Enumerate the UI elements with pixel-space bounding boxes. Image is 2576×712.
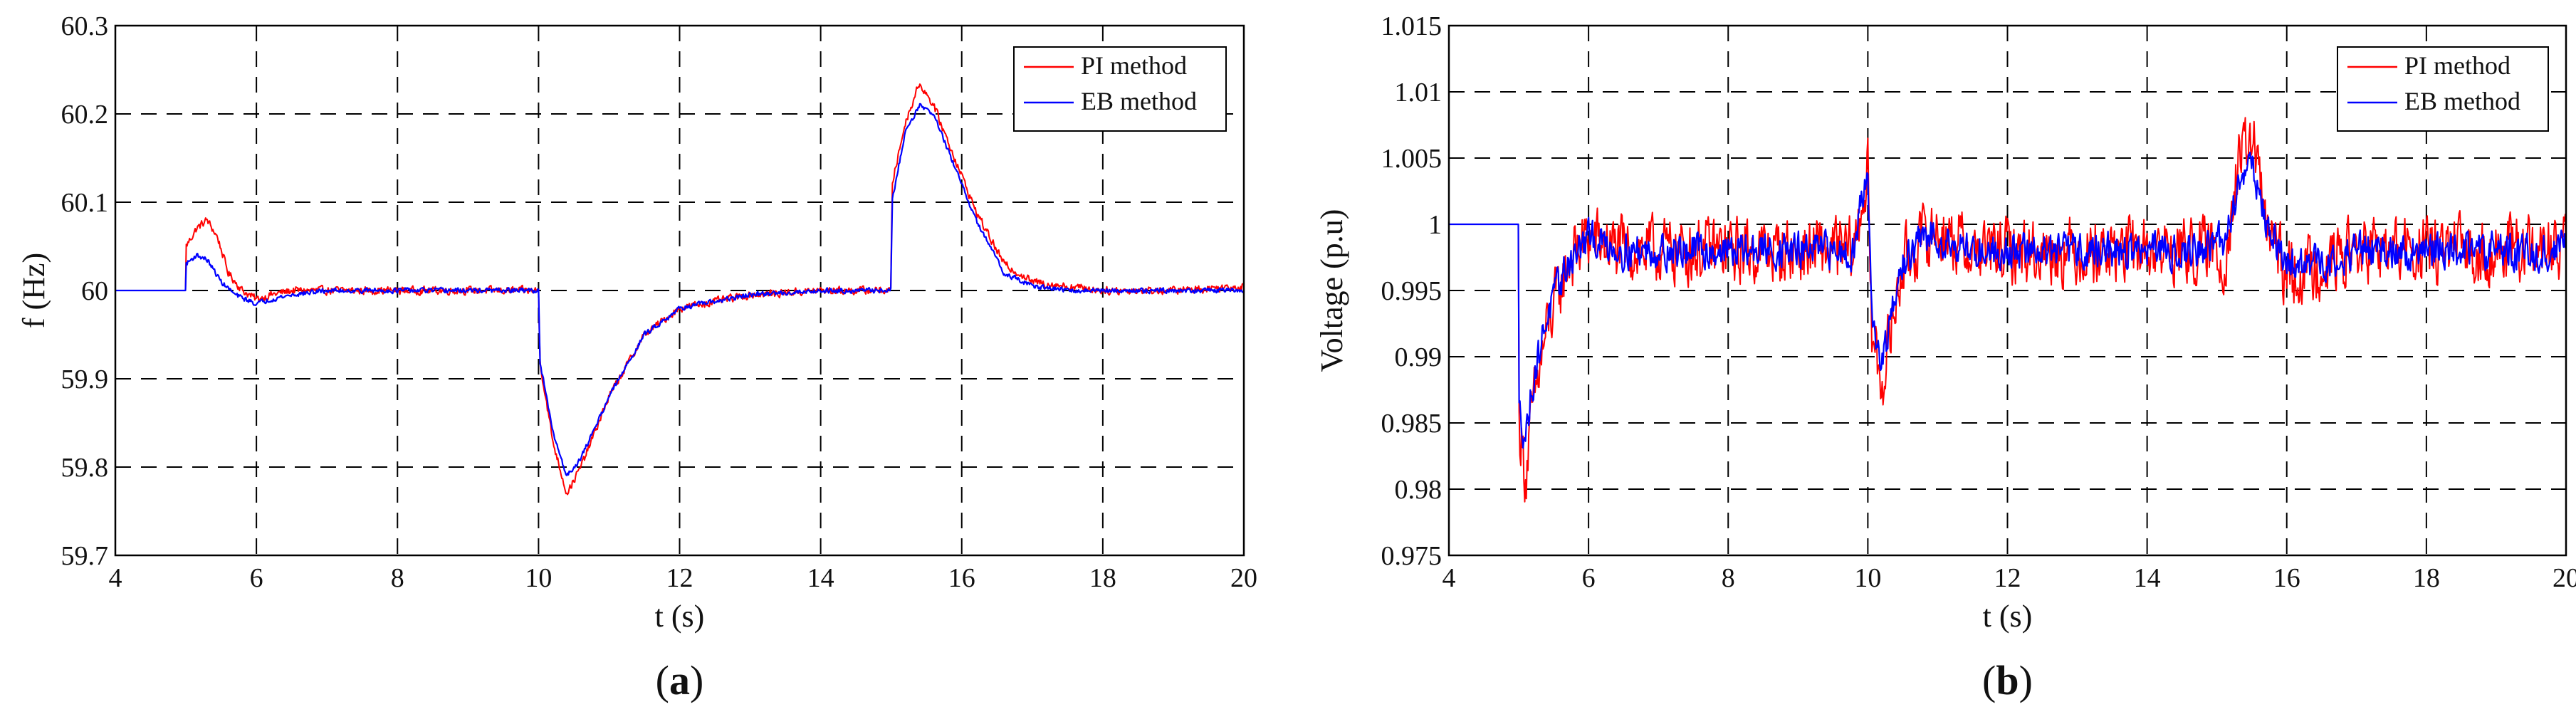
- x-tick-label: 12: [1994, 563, 2021, 593]
- series-line-eb-method: [115, 103, 1245, 476]
- y-tick-label: 59.7: [61, 541, 109, 571]
- x-tick-label: 10: [525, 563, 552, 593]
- x-tick-label: 20: [1230, 563, 1257, 593]
- x-tick-label: 20: [2553, 563, 2576, 593]
- y-tick-label: 1: [1428, 210, 1442, 240]
- chart-panel-b: 4 6 8 10 12 14 16 18 20 0.975 0.98 0.985 0.99 0.995 1 1…: [1314, 11, 2576, 703]
- caption-letter-a: a: [669, 657, 690, 703]
- y-tick-label: 60.2: [61, 100, 109, 130]
- legend-box-a: [1013, 46, 1227, 132]
- y-tick-label: 1.01: [1395, 78, 1443, 108]
- x-tick-label: 8: [391, 563, 404, 593]
- series-lines-a: [115, 83, 1245, 496]
- x-tick-label: 6: [250, 563, 263, 593]
- caption-letter-b: b: [1996, 657, 2019, 703]
- x-tick-label: 16: [948, 563, 975, 593]
- x-axis-label-b: t (s): [1983, 599, 2033, 634]
- caption-a: (a): [656, 657, 704, 703]
- x-tick-label: 4: [1443, 563, 1456, 593]
- legend-label-pi-a: PI method: [1081, 51, 1187, 80]
- x-tick-label: 16: [2273, 563, 2300, 593]
- y-tick-label: 0.995: [1381, 276, 1443, 306]
- caption-b: (b): [1982, 657, 2033, 703]
- y-tick-label: 1.005: [1381, 144, 1443, 174]
- tick-labels-b: 4 6 8 10 12 14 16 18 20 0.975 0.98 0.985 0.99 0.995 1 1…: [1381, 11, 2576, 593]
- legend-label-pi-b: PI method: [2404, 51, 2510, 80]
- plot-frame-b: [1447, 24, 2567, 557]
- y-tick-label: 0.985: [1381, 409, 1443, 439]
- x-tick-label: 4: [109, 563, 122, 593]
- y-tick-label: 0.975: [1381, 541, 1443, 571]
- legend-label-eb-b: EB method: [2404, 87, 2520, 115]
- legend-a: PI method EB method: [1013, 46, 1227, 132]
- y-tick-label: 60.3: [61, 11, 109, 41]
- x-tick-label: 12: [666, 563, 693, 593]
- x-tick-label: 18: [1089, 563, 1116, 593]
- x-tick-label: 8: [1722, 563, 1735, 593]
- y-axis-label-b: Voltage (p.u): [1314, 209, 1349, 372]
- series-line-pi-method: [1449, 117, 2567, 503]
- x-axis-label-a: t (s): [655, 599, 705, 634]
- y-axis-label-a: f (Hz): [16, 253, 51, 328]
- series-lines-b: [1448, 117, 2567, 503]
- x-tick-label: 18: [2413, 563, 2440, 593]
- y-tick-label: 0.98: [1395, 475, 1443, 505]
- y-tick-label: 59.9: [61, 365, 109, 394]
- plot-frame-a: [114, 24, 1245, 557]
- y-tick-label: 59.8: [61, 453, 109, 483]
- x-tick-label: 10: [1854, 563, 1881, 593]
- y-tick-label: 60: [81, 276, 108, 306]
- series-line-eb-method: [1448, 151, 2567, 449]
- legend-label-eb-a: EB method: [1081, 87, 1197, 115]
- x-tick-label: 14: [2134, 563, 2161, 593]
- tick-labels-a: 4 6 8 10 12 14 16 18 20 59.7 59.8 59.9 60 60.1 60.2 60.…: [61, 11, 1258, 593]
- y-tick-label: 1.015: [1381, 11, 1443, 41]
- x-tick-label: 6: [1582, 563, 1596, 593]
- y-tick-label: 60.1: [61, 188, 109, 218]
- x-tick-label: 14: [807, 563, 834, 593]
- y-tick-label: 0.99: [1395, 342, 1443, 372]
- legend-b: PI method EB method: [2337, 46, 2549, 132]
- legend-box-b: [2337, 46, 2549, 132]
- chart-panel-a: 4 6 8 10 12 14 16 18 20 59.7 59.8 59.9 60 60.1 60.2 60.…: [16, 11, 1257, 703]
